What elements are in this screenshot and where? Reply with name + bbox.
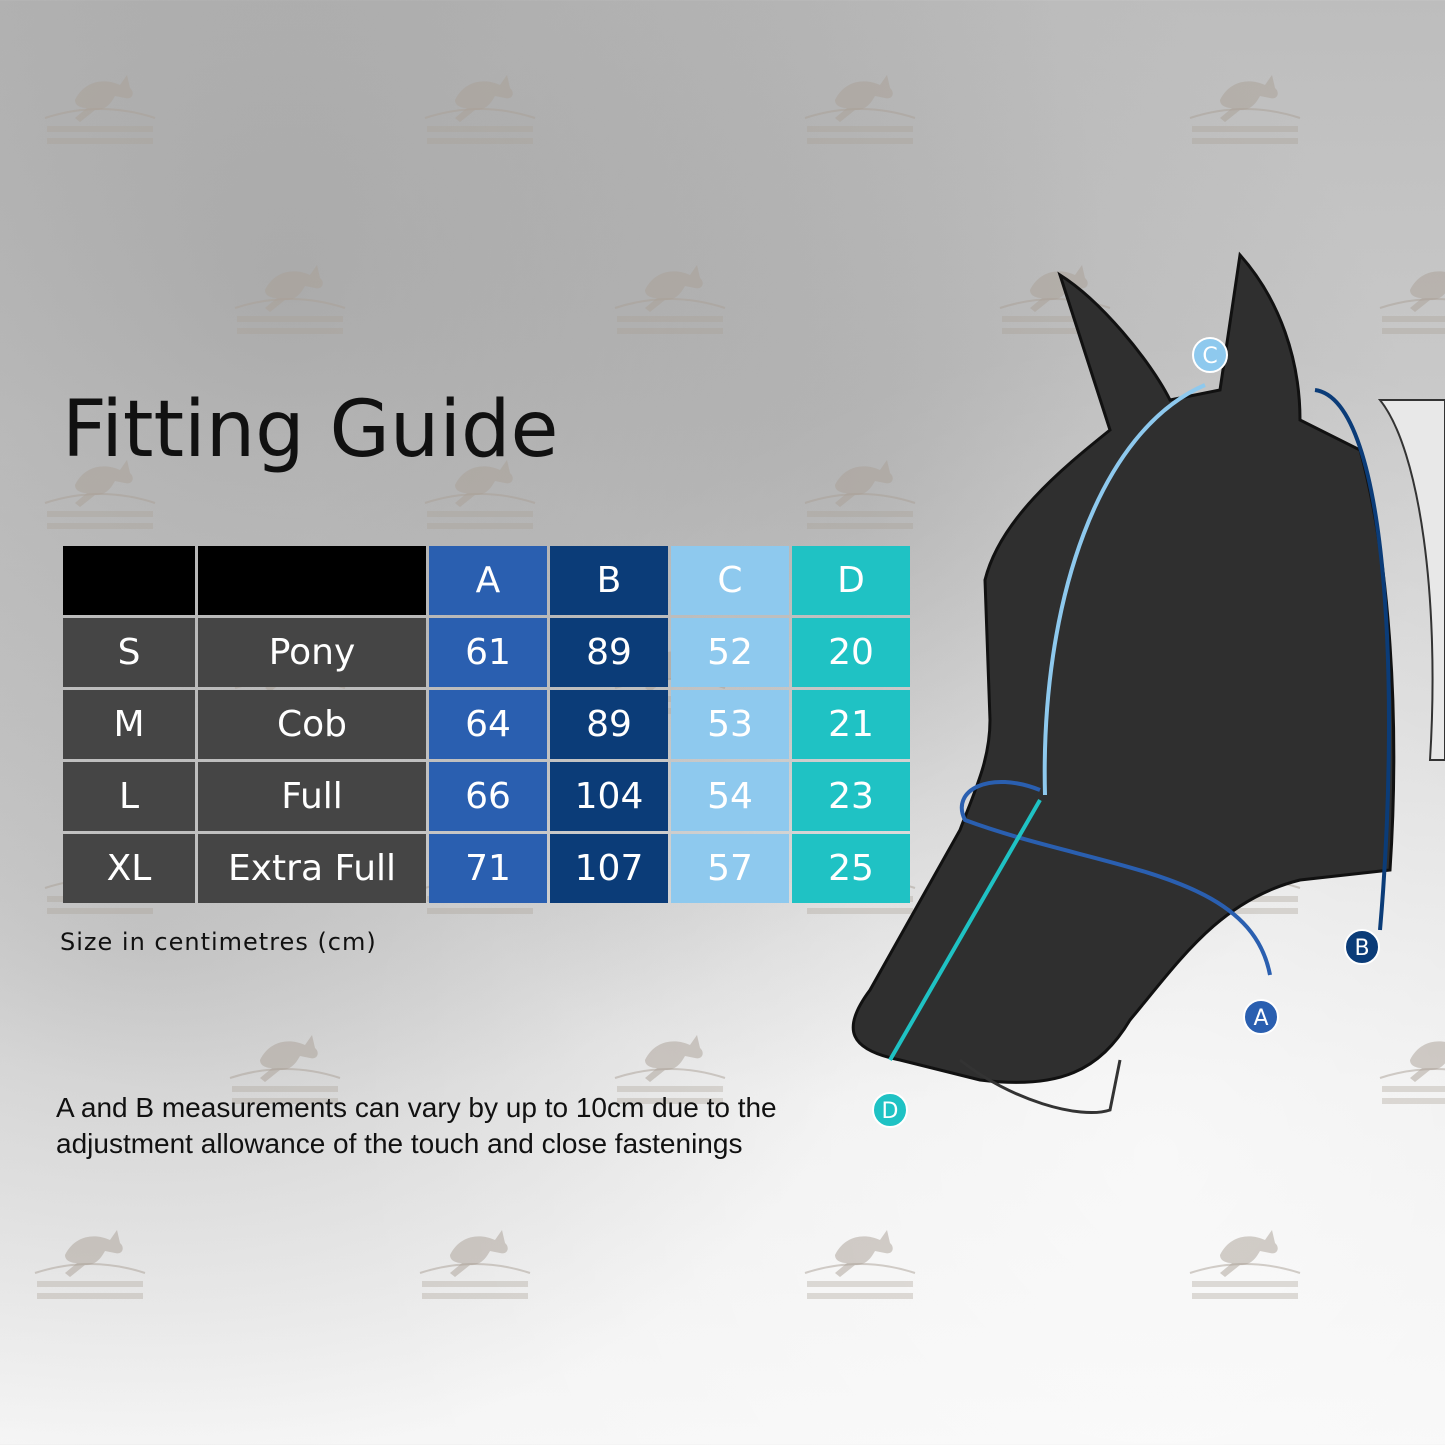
watermark-logo — [25, 1215, 155, 1305]
column-header — [198, 546, 426, 615]
table-cell: 107 — [550, 834, 668, 903]
table-cell: 25 — [792, 834, 910, 903]
table-cell: Extra Full — [198, 834, 426, 903]
table-cell: 21 — [792, 690, 910, 759]
table-cell: 20 — [792, 618, 910, 687]
marker-d-label: D — [882, 1099, 899, 1124]
table-cell: 64 — [429, 690, 547, 759]
table-cell: 89 — [550, 618, 668, 687]
marker-a-label: A — [1253, 1006, 1268, 1031]
watermark-logo — [605, 250, 735, 340]
watermark-logo — [415, 445, 545, 535]
page-title: Fitting Guide — [62, 385, 559, 475]
marker-d-circle — [872, 1092, 908, 1128]
horse-head-mask — [851, 251, 1396, 1084]
watermark-logo — [225, 250, 355, 340]
watermark-logo — [220, 1020, 350, 1110]
watermark-logo — [35, 60, 165, 150]
table-row: XL Extra Full 71 107 57 25 — [63, 834, 910, 903]
measure-b-line — [1314, 388, 1391, 931]
size-table: A B C D S Pony 61 89 52 20 M Cob 64 89 53 21 L Full 66 104 5… — [60, 543, 913, 906]
marker-c-circle — [1192, 337, 1228, 373]
watermark-logo — [35, 445, 165, 535]
watermark-logo — [795, 445, 925, 535]
watermark-logo — [410, 1215, 540, 1305]
table-cell: Full — [198, 762, 426, 831]
watermark-logo — [1370, 1020, 1445, 1110]
table-cell: L — [63, 762, 195, 831]
horse-mouth — [959, 1058, 1122, 1115]
column-header — [63, 546, 195, 615]
marker-b-circle — [1344, 929, 1380, 965]
table-row: S Pony 61 89 52 20 — [63, 618, 910, 687]
watermark-logo — [795, 1215, 925, 1305]
table-cell: M — [63, 690, 195, 759]
watermark-logo — [415, 60, 545, 150]
table-cell: 54 — [671, 762, 789, 831]
marker-c-label: C — [1202, 344, 1217, 369]
measurement-note: A and B measurements can vary by up to 1… — [56, 1092, 777, 1159]
watermark-logo — [1370, 250, 1445, 340]
watermark-logo — [1180, 1215, 1310, 1305]
table-cell: XL — [63, 834, 195, 903]
table-cell: 52 — [671, 618, 789, 687]
table-cell: S — [63, 618, 195, 687]
measure-d-line — [888, 799, 1042, 1061]
watermark-logo — [795, 60, 925, 150]
column-header: B — [550, 546, 668, 615]
measure-a-line — [959, 780, 1272, 976]
table-cell: 23 — [792, 762, 910, 831]
watermark-logo — [1180, 60, 1310, 150]
table-cell: 89 — [550, 690, 668, 759]
table-cell: 61 — [429, 618, 547, 687]
table-row: L Full 66 104 54 23 — [63, 762, 910, 831]
watermark-logo — [605, 1020, 735, 1110]
marker-a-circle — [1243, 999, 1279, 1035]
unit-note: Size in centimetres (cm) — [60, 928, 377, 956]
table-cell: 104 — [550, 762, 668, 831]
column-header: C — [671, 546, 789, 615]
measure-c-line — [1042, 383, 1206, 796]
marker-b-label: B — [1354, 936, 1369, 961]
column-header: D — [792, 546, 910, 615]
horse-mane — [1377, 399, 1445, 761]
table-cell: 66 — [429, 762, 547, 831]
table-row: M Cob 64 89 53 21 — [63, 690, 910, 759]
column-header: A — [429, 546, 547, 615]
table-cell: Cob — [198, 690, 426, 759]
table-cell: 57 — [671, 834, 789, 903]
table-cell: Pony — [198, 618, 426, 687]
table-cell: 71 — [429, 834, 547, 903]
table-cell: 53 — [671, 690, 789, 759]
